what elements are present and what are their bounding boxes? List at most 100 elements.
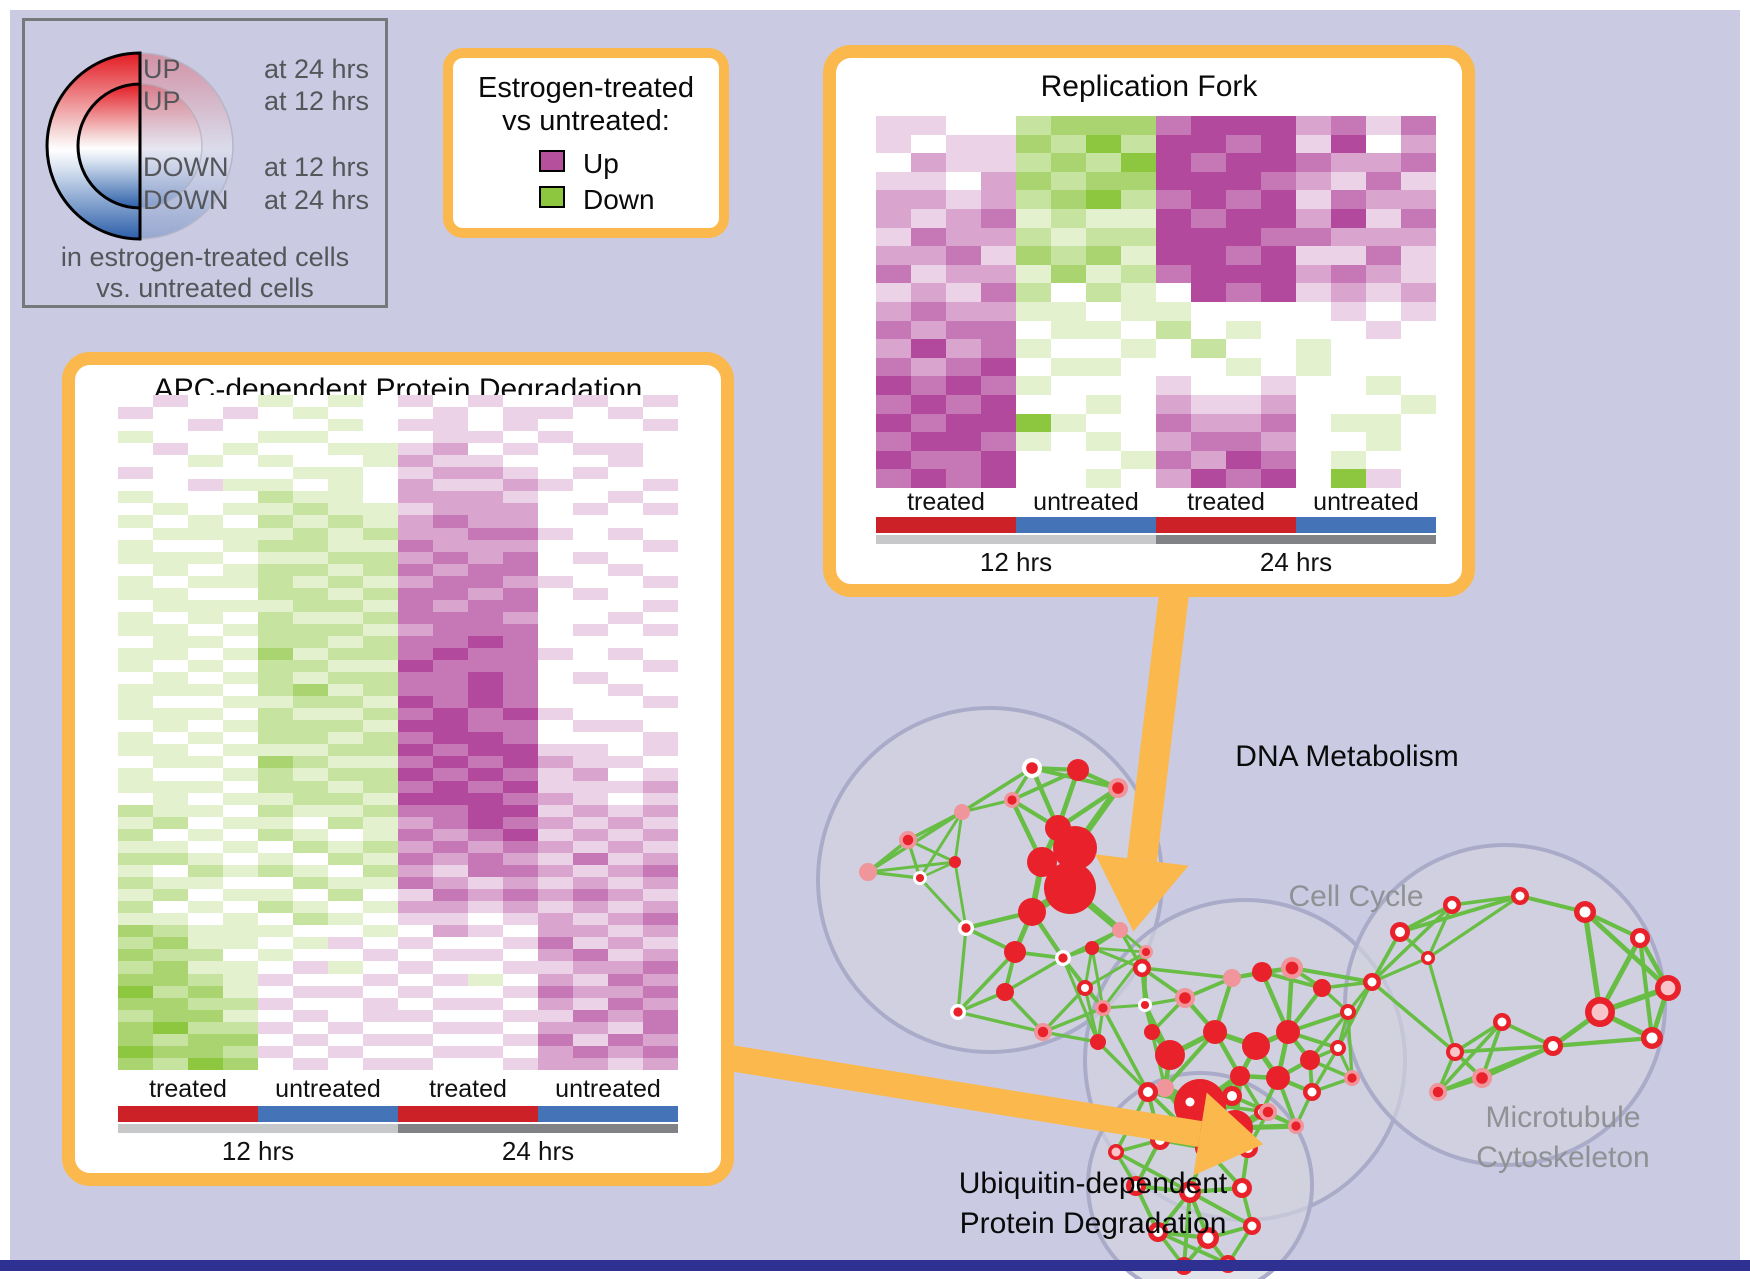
heatmap-cell [643,1045,678,1058]
heatmap-cell [503,864,538,877]
heatmap-cell [398,925,433,938]
heatmap-cell [1401,301,1436,321]
heatmap-cell [608,937,643,950]
gene-node-rw [1026,762,1038,774]
heatmap-cell [468,889,503,902]
heatmap-cell [188,684,223,697]
heatmap-cell [1016,134,1051,154]
heatmap-cell [118,539,153,552]
heatmap-cell [608,816,643,829]
heatmap-cell [153,732,188,745]
heatmap-cell [643,949,678,962]
heatmap-cell [1016,320,1051,340]
heatmap-cell [293,515,328,528]
heatmap-cell [258,503,293,516]
gene-node-dp [1449,1046,1461,1058]
heatmap-cell [328,720,363,733]
gene-node-p [1156,1079,1174,1097]
heatmap-cell [398,804,433,817]
heatmap-cell [1226,208,1261,228]
heatmap-cell [573,804,608,817]
heatmap-cell [118,660,153,673]
heatmap-cell [363,539,398,552]
heatmap-cell [1331,208,1366,228]
heatmap-cell [153,864,188,877]
heatmap-cell [946,339,981,358]
heatmap-cell [1366,469,1401,488]
heatmap-cell [363,479,398,492]
gene-node-dp [1660,980,1676,996]
heatmap-cell [223,816,258,829]
cluster-label-dna: DNA Metabolism [1235,737,1458,777]
heatmap-cell [293,961,328,974]
heatmap-cell [118,949,153,962]
heatmap-cell [573,647,608,661]
heatmap-cell [118,419,153,432]
network-edge [953,810,964,864]
heatmap-cell [608,587,643,600]
group-label: untreated [555,1075,661,1103]
heatmap-cell [223,527,258,540]
heatmap-cell [1016,208,1051,228]
heatmap-cell [188,780,223,793]
heatmap-cell [433,756,468,769]
heatmap-cell [643,961,678,974]
heatmap-cell [293,647,328,661]
untreated-bar [258,1106,398,1122]
heatmap-cell [911,413,946,433]
heatmap-cell [946,394,981,414]
heatmap-cell [1016,432,1051,451]
heatmap-cell [1261,469,1296,488]
heatmap-cell [573,503,608,516]
heatmap-cell [188,877,223,890]
heatmap-cell [643,1057,678,1070]
heatmap-cell [363,949,398,962]
heatmap-cell [503,575,538,588]
heatmap-cell [258,708,293,721]
heatmap-cell [1296,320,1331,340]
heatmap-cell [258,1033,293,1046]
heatmap-cell [153,756,188,769]
heatmap-cell [293,864,328,877]
heatmap-cell [398,780,433,793]
heatmap-cell [608,623,643,636]
heatmap-cell [503,467,538,480]
heatmap-cell [1226,394,1261,414]
heatmap-cell [258,852,293,865]
heatmap-cell [293,925,328,938]
heatmap-cell [1016,153,1051,172]
heatmap-cell [433,828,468,841]
heatmap-cell [153,611,188,624]
heatmap-cell [503,768,538,781]
heatmap-cell [258,407,293,420]
heatmap-cell [188,828,223,841]
gene-node-rp [1179,992,1191,1004]
ring-legend-box: UP at 24 hrs UP at 12 hrs DOWN at 12 hrs DOWN a… [22,18,388,308]
heatmap-cell [643,623,678,636]
heatmap-cell [1051,134,1086,154]
heatmap-cell [363,696,398,709]
heatmap-cell [118,768,153,781]
heatmap-cell [1261,413,1296,433]
heatmap-cell [433,708,468,721]
heatmap-cell [1086,153,1121,172]
12hrs-bar [876,535,1156,544]
heatmap-cell [293,720,328,733]
gene-node-dp [1591,1003,1609,1021]
heatmap-cell [258,539,293,552]
heatmap-cell [468,515,503,528]
heatmap-cell [258,587,293,600]
heatmap-cell [328,864,363,877]
heatmap-cell [293,732,328,745]
heatmap-cell [328,804,363,817]
heatmap-cell [1191,153,1226,172]
heatmap-cell [503,407,538,420]
gene-node-s [1252,962,1272,982]
heatmap-cell [363,563,398,576]
heatmap-cell [1086,190,1121,209]
time-label: at 24 hrs [263,54,369,84]
heatmap-cell [1401,413,1436,433]
heatmap-cell [503,852,538,865]
network-edge [1101,1006,1150,1094]
heatmap-cell [328,840,363,853]
